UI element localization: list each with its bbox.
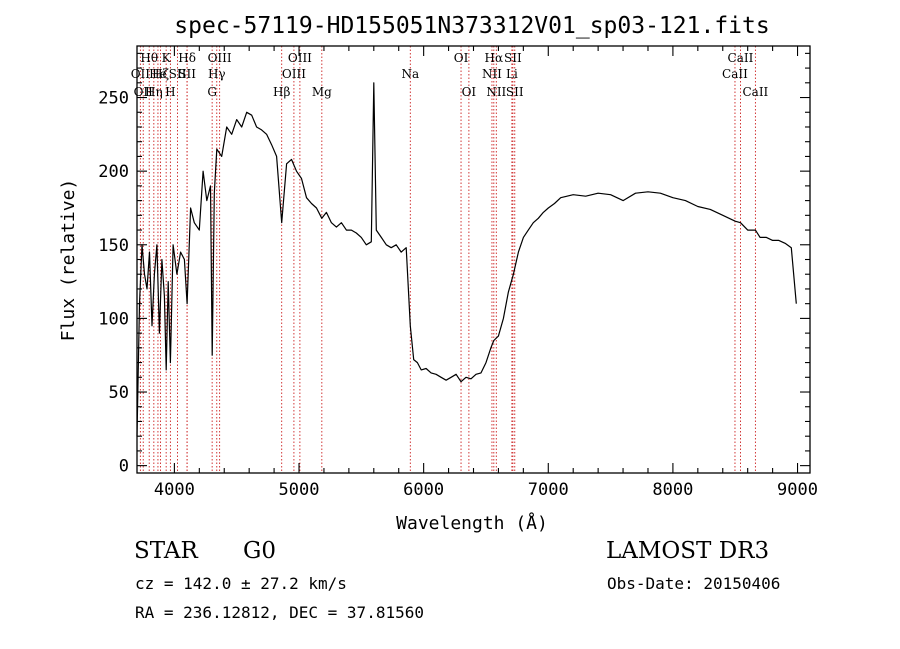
- x-tick-label: 8000: [652, 480, 693, 500]
- marker-label: CaII: [742, 85, 768, 99]
- marker-label: Li: [506, 67, 518, 81]
- marker-label: Hγ: [208, 67, 226, 81]
- marker-label: Hζ: [152, 67, 169, 81]
- marker-label: He: [149, 67, 167, 81]
- x-tick-label: 5000: [279, 480, 320, 500]
- line-markers: [139, 46, 756, 473]
- marker-label: SII: [169, 67, 187, 81]
- coordinates-text: RA = 236.12812, DEC = 37.81560: [135, 603, 424, 622]
- y-tick-label: 200: [98, 162, 129, 182]
- redshift-text: cz = 142.0 ± 27.2 km/s: [135, 574, 347, 593]
- obs-date: Obs-Date: 20150406: [607, 574, 781, 593]
- x-tick-label: 6000: [403, 480, 444, 500]
- marker-label: OIII: [208, 51, 232, 65]
- x-axis-label: Wavelength (Å): [396, 512, 548, 534]
- marker-label: H: [165, 85, 175, 99]
- y-axis-label: Flux (relative): [58, 179, 79, 342]
- line-marker-labels: OIIOIIHθHηHeHζKHSIIHδSIIGHγOIIIHβOIIIOII…: [131, 51, 769, 99]
- y-tick-label: 100: [98, 309, 129, 329]
- marker-label: Mg: [312, 85, 332, 99]
- marker-label: SII: [506, 85, 524, 99]
- marker-label: NII: [486, 85, 506, 99]
- marker-label: Hβ: [273, 85, 290, 99]
- plot-frame: [136, 45, 811, 474]
- x-tick-labels: 4000 5000 6000 7000 8000 9000: [154, 480, 818, 500]
- y-tick-label: 250: [98, 89, 129, 109]
- x-tick-label: 9000: [777, 480, 818, 500]
- marker-label: SII: [504, 51, 522, 65]
- x-tick-label: 7000: [528, 480, 569, 500]
- marker-label: CaII: [722, 67, 748, 81]
- object-subclass: G0: [243, 538, 277, 564]
- y-tick-labels: 0 50 100 150 200 250: [98, 89, 129, 477]
- marker-label: G: [207, 85, 217, 99]
- y-tick-label: 0: [119, 457, 129, 477]
- marker-label: Hθ: [140, 51, 158, 65]
- y-tick-label: 150: [98, 236, 129, 256]
- marker-label: Hδ: [178, 51, 196, 65]
- marker-label: Na: [401, 67, 419, 81]
- marker-label: OII: [131, 67, 151, 81]
- object-class: STAR: [134, 538, 198, 564]
- spectrum-line: [136, 82, 797, 437]
- survey-name: LAMOST DR3: [606, 538, 770, 564]
- marker-label: CaII: [728, 51, 754, 65]
- marker-label: OIII: [288, 51, 312, 65]
- marker-label: Hη: [145, 85, 163, 99]
- x-tick-label: 4000: [154, 480, 195, 500]
- y-tick-label: 50: [109, 383, 129, 403]
- marker-label: NII: [482, 67, 502, 81]
- marker-label: Hα: [485, 51, 504, 65]
- marker-label: OI: [462, 85, 477, 99]
- marker-label: K: [162, 51, 172, 65]
- marker-label: OIII: [282, 67, 306, 81]
- marker-label: OI: [454, 51, 469, 65]
- marker-label: SII: [178, 67, 196, 81]
- axis-ticks: [137, 46, 810, 473]
- marker-label: OII: [134, 85, 154, 99]
- chart-title: spec-57119-HD155051N373312V01_sp03-121.f…: [174, 13, 769, 39]
